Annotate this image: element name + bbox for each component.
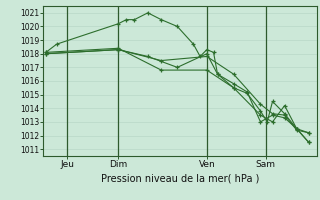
X-axis label: Pression niveau de la mer( hPa ): Pression niveau de la mer( hPa ) bbox=[101, 173, 259, 183]
